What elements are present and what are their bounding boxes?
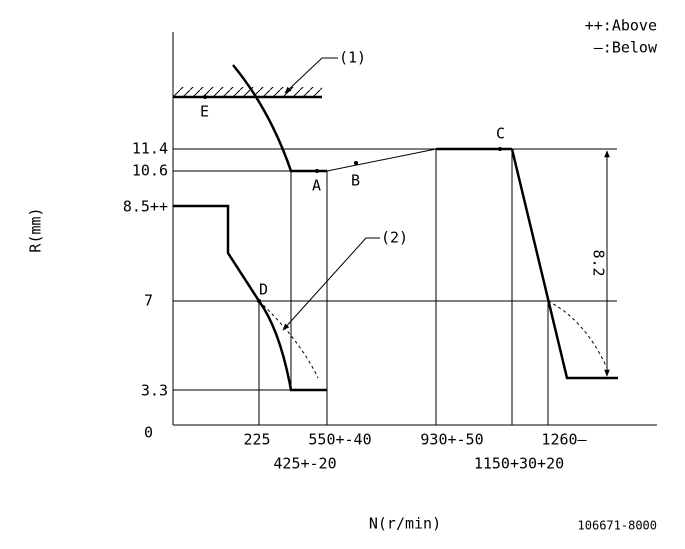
legend-above: ++:Above bbox=[585, 17, 657, 35]
y-label: 10.6 bbox=[132, 162, 168, 180]
y-label: 8.5++ bbox=[123, 198, 168, 216]
y-label: 3.3 bbox=[141, 382, 168, 400]
x-label: 550+-40 bbox=[308, 431, 371, 449]
point-label: B bbox=[351, 172, 360, 190]
leaders bbox=[282, 57, 380, 331]
characteristic-curves bbox=[173, 64, 618, 392]
y-label: 11.4 bbox=[132, 140, 168, 158]
point-label: E bbox=[200, 103, 209, 121]
callout: (2) bbox=[381, 229, 408, 247]
x-label: 1260— bbox=[541, 431, 587, 449]
reference-lines bbox=[173, 148, 618, 425]
point-label: C bbox=[496, 125, 505, 143]
x-label: 1150+30+20 bbox=[474, 455, 564, 473]
x-label: 930+-50 bbox=[420, 431, 483, 449]
point-label: A bbox=[312, 177, 321, 195]
point-label: D bbox=[259, 281, 268, 299]
x-axis-title: N(r/min) bbox=[369, 515, 441, 533]
stop-line bbox=[173, 87, 322, 99]
y-axis-title: R(mm) bbox=[27, 207, 45, 252]
dimension: 8.2 bbox=[590, 150, 610, 377]
y-label: 0 bbox=[144, 424, 153, 442]
legend-below: —:Below bbox=[594, 39, 658, 57]
x-label: 225 bbox=[243, 431, 270, 449]
x-label: 425+-20 bbox=[273, 455, 336, 473]
callout: (1) bbox=[339, 49, 366, 67]
drawing-number: 106671-8000 bbox=[578, 519, 657, 533]
dimension-label: 8.2 bbox=[590, 249, 608, 276]
y-label: 7 bbox=[144, 292, 153, 310]
